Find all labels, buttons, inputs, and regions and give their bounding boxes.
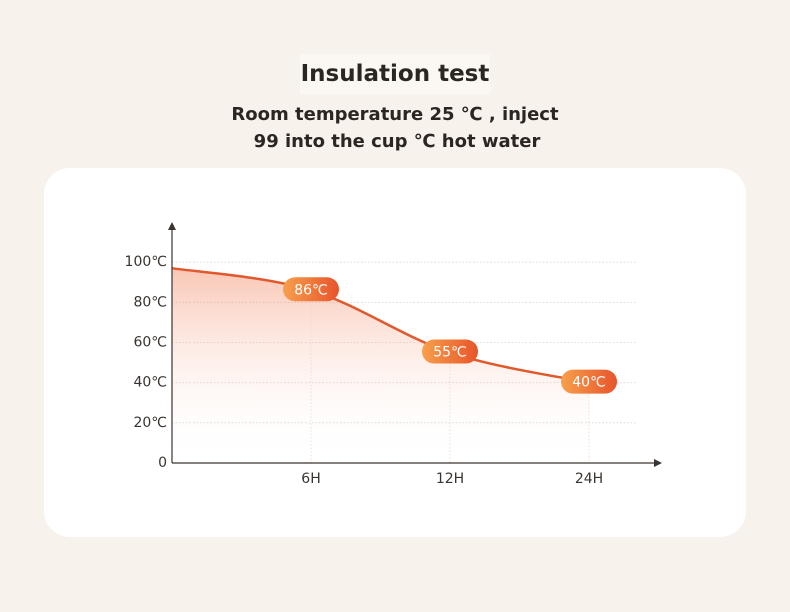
value-label: 40℃ (572, 375, 606, 391)
y-axis-arrow (168, 222, 176, 230)
y-tick-label: 0 (158, 455, 167, 471)
x-tick-label: 6H (301, 471, 320, 487)
value-pill (283, 277, 339, 302)
subtitle: 99 into the cup ℃ hot water (254, 131, 541, 152)
y-tick-label: 40℃ (133, 375, 167, 391)
plot: 0 20℃ 40℃ 60℃ 80℃ 100℃ 6H 86℃ 12H 55℃ 24H 40℃ (125, 222, 662, 487)
y-tick-label: 100℃ (125, 254, 167, 270)
value-pill (422, 339, 478, 364)
line (171, 266, 590, 384)
value-label: 86℃ (294, 282, 328, 298)
value-pill (561, 369, 617, 394)
y-tick-label: 80℃ (133, 294, 167, 310)
y-tick-label: 20℃ (133, 415, 167, 431)
subtitle: Room temperature 25 ℃ , inject (231, 104, 559, 125)
x-tick-label: 24H (575, 471, 603, 487)
area (172, 268, 589, 463)
y-tick-label: 60℃ (133, 335, 167, 351)
chart-title: Insulation test (301, 61, 490, 87)
title-backdrop (300, 54, 490, 94)
x-axis-arrow (654, 459, 662, 467)
value-label: 55℃ (433, 345, 467, 361)
x-tick-label: 12H (436, 471, 464, 487)
